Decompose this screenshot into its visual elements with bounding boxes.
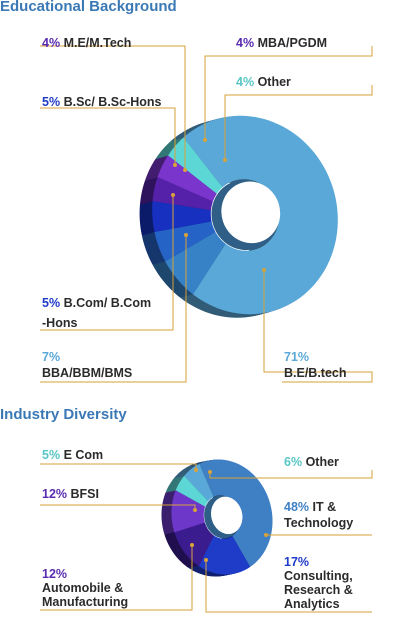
ind-hole: [211, 496, 243, 535]
leader-dot-10: [264, 533, 268, 537]
ind-slice-5: [184, 463, 214, 502]
industry-title: Industry Diversity: [0, 406, 127, 423]
ind-label-it: 48% IT & Technology: [284, 499, 353, 531]
edu-label-other: 4% Other: [236, 74, 291, 90]
edu-pct-be: 71%: [284, 350, 310, 364]
leader-line-12: [205, 560, 372, 613]
edu-slice-6: [168, 137, 223, 194]
ind-label-auto: 12% Automobile & Manufacturing: [42, 567, 128, 609]
ind-text-bfsi: BFSI: [70, 487, 99, 501]
ind-text-cons-2: Research &: [284, 583, 353, 597]
ind-pct-bfsi: 12%: [42, 487, 68, 501]
edu-text-mba: MBA/PGDM: [257, 36, 328, 50]
edu-slice-1: [165, 231, 226, 295]
industry-donut-chart: [161, 459, 273, 577]
leader-line-5: [40, 235, 187, 383]
leader-dot-11: [190, 543, 194, 547]
edu-text-be: B.E/B.tech: [284, 366, 347, 380]
ind-label-bfsi: 12% BFSI: [42, 486, 99, 502]
leader-line-2: [224, 85, 373, 160]
leader-line-6: [263, 270, 373, 383]
edu-pct-bsc: 5%: [42, 95, 61, 109]
leader-line-8: [209, 470, 373, 479]
ind-pct-it-line: 48% IT &: [284, 499, 353, 515]
leader-dot-9: [193, 508, 197, 512]
edu-pct-mba: 4%: [236, 36, 255, 50]
edu-label-me: 4% M.E/M.Tech: [42, 35, 131, 51]
edu-slice-3: [152, 200, 212, 233]
edu-pct-other: 4%: [236, 75, 255, 89]
ind-slice-2: [174, 522, 214, 567]
ind-text-cons-3: Analytics: [284, 597, 340, 611]
ind-text-ecom: E Com: [63, 448, 104, 462]
ind-slice-0: [199, 459, 273, 567]
leader-dot-3: [173, 163, 177, 167]
ind-pct-ecom: 5%: [42, 448, 61, 462]
leader-dot-1: [203, 138, 207, 142]
edu-label-bcom: 5% B.Com/ B.Com -Hons: [42, 295, 151, 331]
ind-pct-cons: 17%: [284, 555, 310, 569]
leader-line-3: [40, 107, 176, 165]
leader-line-1: [204, 46, 373, 140]
edu-text-bcom-2: -Hons: [42, 316, 78, 330]
leader-dot-4: [171, 193, 175, 197]
ind-text-it-2: Technology: [284, 516, 354, 530]
edu-label-bba: 7% BBA/BBM/BMS: [42, 349, 132, 381]
leader-line-7: [40, 463, 197, 470]
edu-label-be: 71% B.E/B.tech: [284, 349, 347, 381]
ind-label-cons: 17% Consulting, Research & Analytics: [284, 555, 353, 611]
edu-text-bsc: B.Sc/ B.Sc-Hons: [63, 95, 162, 109]
edu-hole: [221, 181, 281, 244]
edu-text-other: Other: [257, 75, 291, 89]
leader-dot-5: [184, 233, 188, 237]
ind-pct-auto: 12%: [42, 567, 68, 581]
education-donut-chart: [139, 115, 338, 318]
education-title: Educational Background: [0, 0, 177, 15]
leader-dot-12: [204, 558, 208, 562]
leader-line-0: [40, 45, 186, 170]
edu-slice-2: [154, 221, 216, 262]
edu-text-bcom-1: B.Com/ B.Com: [63, 296, 152, 310]
leader-dot-6: [262, 268, 266, 272]
edu-slice-5: [157, 155, 217, 202]
ind-text-auto-1: Automobile &: [42, 581, 124, 595]
edu-pct-bba: 7%: [42, 350, 61, 364]
edu-text-bba: BBA/BBM/BMS: [42, 366, 133, 380]
leader-dot-2: [223, 158, 227, 162]
edu-text-me: M.E/M.Tech: [63, 36, 132, 50]
leader-line-11: [40, 545, 193, 611]
ind-text-auto-2: Manufacturing: [42, 595, 129, 609]
edu-pct-bcom: 5%: [42, 296, 61, 310]
leader-dot-7: [194, 468, 198, 472]
edu-slice-4: [152, 176, 213, 211]
ind-text-cons-1: Consulting,: [284, 569, 353, 583]
edu-slice-0: [183, 115, 338, 315]
ind-text-other: Other: [305, 455, 339, 469]
edu-label-mba: 4% MBA/PGDM: [236, 35, 327, 51]
leader-dot-0: [183, 168, 187, 172]
ind-label-other: 6% Other: [284, 454, 339, 470]
ind-pct-other: 6%: [284, 455, 303, 469]
ind-slice-1: [198, 535, 251, 575]
ind-slice-4: [175, 475, 209, 507]
edu-pct-me: 4%: [42, 36, 61, 50]
ind-pct-it: 48%: [284, 500, 310, 514]
ind-slice-3: [171, 490, 206, 533]
leader-line-4: [40, 195, 174, 331]
ind-text-it-1: IT &: [312, 500, 337, 514]
edu-label-bsc: 5% B.Sc/ B.Sc-Hons: [42, 94, 162, 110]
ind-label-ecom: 5% E Com: [42, 447, 103, 463]
leader-lines: [40, 45, 373, 613]
leader-dot-8: [208, 470, 212, 474]
